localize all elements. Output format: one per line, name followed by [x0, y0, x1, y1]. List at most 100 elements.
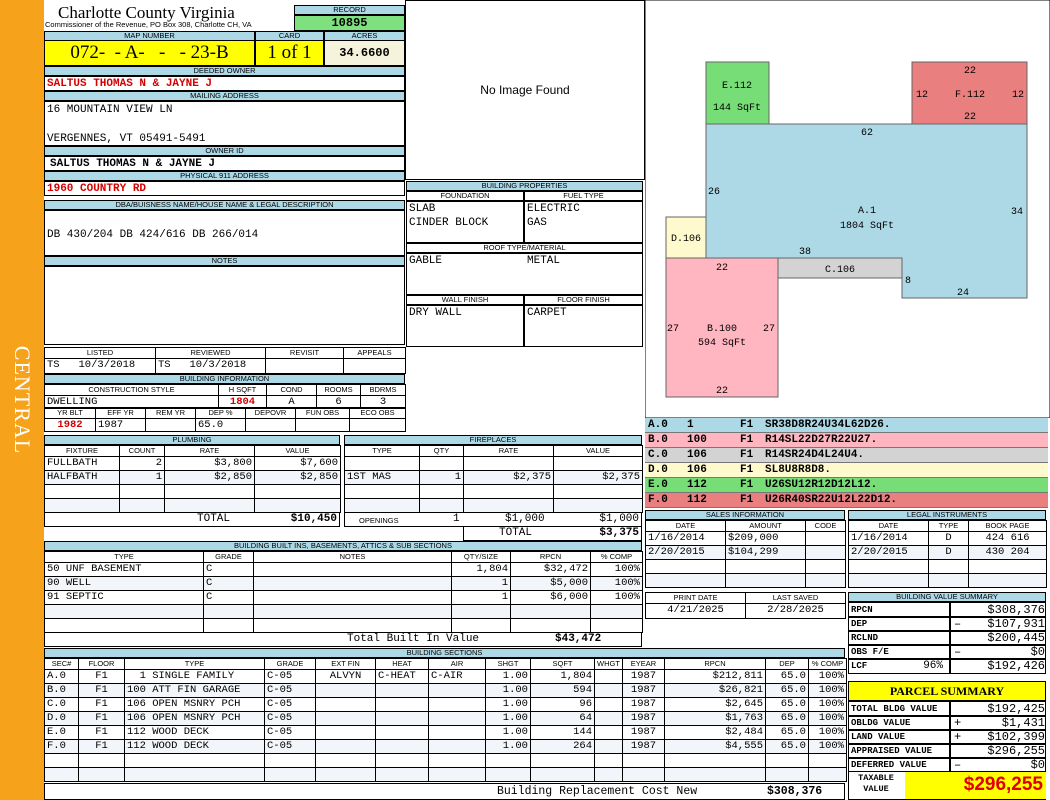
summary-row: DEP – $107,931 — [848, 616, 1046, 632]
taxable-label: TAXABLE VALUE — [858, 773, 894, 794]
table-cell: C — [204, 591, 254, 605]
table-cell: 1,804 — [531, 670, 595, 684]
sketch-dim: 34 — [1011, 207, 1023, 218]
table-cell — [452, 605, 511, 619]
table-cell: $104,299 — [726, 546, 806, 560]
table-cell: F1 — [79, 684, 125, 698]
table-cell: 106 OPEN MSNRY PCH — [125, 698, 265, 712]
table-cell: A.0 — [45, 670, 79, 684]
table-cell — [376, 698, 429, 712]
column-header: TYPE — [45, 552, 204, 563]
table-cell: 100 ATT FIN GARAGE — [125, 684, 265, 698]
table-cell — [511, 619, 591, 633]
sketch-section-d — [665, 216, 707, 259]
openings-rate: $1,000 — [505, 513, 545, 525]
card-number: 1 of 1 — [255, 40, 324, 66]
table-cell — [254, 577, 452, 591]
table-cell — [591, 619, 643, 633]
table-cell: E.0 — [45, 726, 79, 740]
table-cell: C — [204, 563, 254, 577]
column-header: YR BLT — [45, 408, 96, 419]
table-cell — [316, 698, 376, 712]
table-cell: $2,375 — [464, 471, 554, 485]
table-cell: 2/20/2015 — [849, 546, 929, 560]
table-row — [849, 574, 1047, 588]
plumbing-total-row: TOTAL $10,450 — [44, 512, 340, 527]
built-ins-title: BUILDING BUILT INS, BASEMENTS, ATTICS & … — [44, 541, 642, 551]
summary-row: LCF 96% $192,426 — [848, 658, 1046, 674]
roof-label: ROOF TYPE/MATERIAL — [406, 243, 643, 253]
table-cell — [254, 605, 452, 619]
fireplace-total-label: TOTAL — [499, 527, 533, 539]
table-cell — [595, 712, 623, 726]
summary-label: APPRAISED VALUE — [851, 746, 933, 756]
sketch-code-code: B.0 — [648, 434, 668, 446]
table-cell: 594 — [531, 684, 595, 698]
sketch-code-fl: F1 — [740, 464, 754, 476]
openings-value: $1,000 — [599, 513, 639, 525]
sketch-code-n: 100 — [687, 434, 707, 446]
map-number: 072- - A- - - 23-B — [44, 40, 255, 66]
table-cell — [376, 726, 429, 740]
table-row: E.0 F1 112 WOOD DECK C-05 1.00 144 1987 $2,484 6… — [45, 726, 847, 740]
table-cell: 1987 — [623, 684, 665, 698]
sketch-label-d: D.106 — [671, 234, 701, 245]
sketch-dim: 8 — [905, 276, 911, 287]
table-cell — [766, 754, 809, 768]
table-cell — [246, 419, 296, 432]
summary-value: $107,931 — [987, 617, 1045, 631]
sketch-code-vec: R14SR24D4L24U4. — [765, 449, 865, 461]
table-cell: $1,763 — [665, 712, 766, 726]
building-info-title: BUILDING INFORMATION — [44, 374, 405, 384]
sales-table: DATE AMOUNT CODE 1/16/2014 $209,000 2/20/2015… — [645, 520, 846, 588]
table-row: 1/16/2014 D 424 616 — [849, 532, 1047, 546]
listing-table: LISTED REVIEWED REVISIT APPEALS TS 10/3/2018… — [44, 347, 406, 374]
table-row: TS 10/3/2018 TS 10/3/2018 — [45, 359, 406, 374]
table-cell — [806, 574, 846, 588]
column-header: ECO OBS — [350, 408, 406, 419]
sketch-dim: 22 — [964, 66, 976, 77]
column-header: SEC# — [45, 659, 79, 670]
column-header: FIXTURE — [45, 446, 120, 457]
table-row — [345, 499, 643, 513]
sketch-code-code: E.0 — [648, 479, 668, 491]
table-row: A.0 F1 1 SINGLE FAMILY C-05 ALVYN C-HEAT C-AI… — [45, 670, 847, 684]
table-cell: $26,821 — [665, 684, 766, 698]
table-cell — [45, 754, 79, 768]
sketch-dim: 26 — [708, 187, 720, 198]
summary-operator: – — [954, 645, 962, 659]
notes-area[interactable] — [44, 266, 405, 345]
table-cell: 1.00 — [486, 684, 531, 698]
table-cell: C-05 — [265, 712, 316, 726]
sketch-code-fl: F1 — [740, 419, 754, 431]
table-cell: 96 — [531, 698, 595, 712]
built-ins-total: $43,472 — [555, 633, 602, 645]
table-cell: 1987 — [623, 726, 665, 740]
table-cell: 65.0 — [766, 670, 809, 684]
table-cell — [316, 740, 376, 754]
sketch-code-n: 112 — [687, 494, 707, 506]
table-cell — [255, 485, 341, 499]
table-cell — [204, 605, 254, 619]
table-cell: 1.00 — [486, 726, 531, 740]
table-cell — [45, 619, 204, 633]
column-header: REM YR — [146, 408, 196, 419]
column-header: % COMP — [809, 659, 847, 670]
replacement-cost-label: Building Replacement Cost New — [497, 785, 698, 798]
summary-value-cell: – $0 — [949, 645, 1047, 660]
table-row: D.0 F1 106 OPEN MSNRY PCH C-05 1.00 64 1987 $1,… — [45, 712, 847, 726]
table-cell: $6,000 — [511, 591, 591, 605]
table-cell: HALFBATH — [45, 471, 120, 485]
column-header-row: DATE TYPE BOOK PAGE — [849, 520, 1047, 532]
column-header-row: TYPE QTY RATE VALUE — [345, 445, 643, 457]
column-header: REVISIT — [266, 348, 344, 359]
table-cell: $2,645 — [665, 698, 766, 712]
table-cell — [809, 768, 847, 782]
column-header: HEAT — [376, 659, 429, 670]
column-header: REVIEWED — [156, 348, 266, 359]
table-cell — [486, 754, 531, 768]
column-header-row: LISTED REVIEWED REVISIT APPEALS — [45, 347, 406, 359]
column-header: RATE — [464, 446, 554, 457]
table-cell: 1 SINGLE FAMILY — [125, 670, 265, 684]
table-cell — [554, 499, 643, 513]
